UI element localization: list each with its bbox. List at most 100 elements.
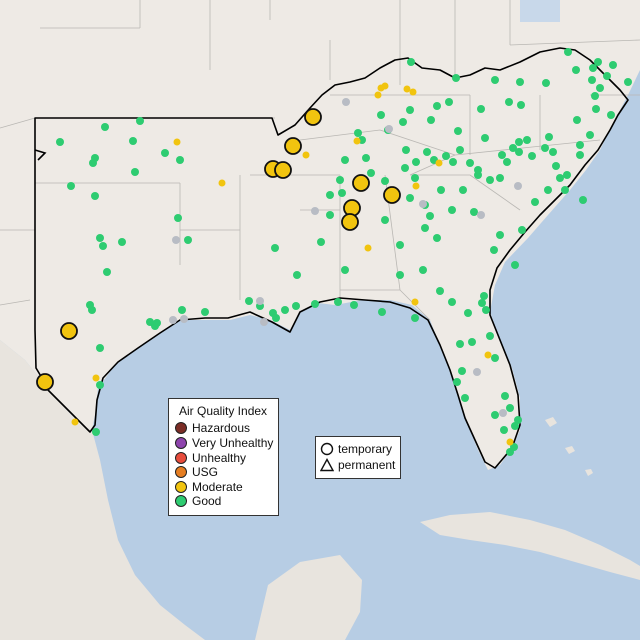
good-monitor[interactable] bbox=[153, 319, 161, 327]
good-monitor[interactable] bbox=[603, 72, 611, 80]
good-monitor[interactable] bbox=[481, 134, 489, 142]
good-monitor[interactable] bbox=[411, 314, 419, 322]
moderate-monitor-small[interactable] bbox=[411, 298, 419, 306]
nodata-monitor[interactable] bbox=[499, 409, 507, 417]
good-monitor[interactable] bbox=[490, 246, 498, 254]
good-monitor[interactable] bbox=[293, 271, 301, 279]
good-monitor[interactable] bbox=[464, 309, 472, 317]
good-monitor[interactable] bbox=[491, 76, 499, 84]
good-monitor[interactable] bbox=[500, 426, 508, 434]
good-monitor[interactable] bbox=[468, 338, 476, 346]
good-monitor[interactable] bbox=[496, 231, 504, 239]
good-monitor[interactable] bbox=[486, 176, 494, 184]
good-monitor[interactable] bbox=[576, 141, 584, 149]
good-monitor[interactable] bbox=[354, 129, 362, 137]
nodata-monitor[interactable] bbox=[260, 318, 268, 326]
moderate-monitor-small[interactable] bbox=[374, 91, 382, 99]
good-monitor[interactable] bbox=[592, 105, 600, 113]
moderate-monitor-small[interactable] bbox=[302, 151, 310, 159]
good-monitor[interactable] bbox=[367, 169, 375, 177]
moderate-temporary-monitor[interactable] bbox=[341, 213, 359, 231]
moderate-monitor-small[interactable] bbox=[173, 138, 181, 146]
good-monitor[interactable] bbox=[427, 116, 435, 124]
moderate-monitor-small[interactable] bbox=[412, 182, 420, 190]
good-monitor[interactable] bbox=[564, 48, 572, 56]
good-monitor[interactable] bbox=[401, 164, 409, 172]
good-monitor[interactable] bbox=[350, 301, 358, 309]
moderate-temporary-monitor[interactable] bbox=[304, 108, 322, 126]
moderate-monitor-small[interactable] bbox=[403, 85, 411, 93]
good-monitor[interactable] bbox=[419, 266, 427, 274]
good-monitor[interactable] bbox=[572, 66, 580, 74]
good-monitor[interactable] bbox=[96, 381, 104, 389]
moderate-monitor-small[interactable] bbox=[377, 84, 385, 92]
good-monitor[interactable] bbox=[528, 152, 536, 160]
moderate-temporary-monitor[interactable] bbox=[284, 137, 302, 155]
nodata-monitor[interactable] bbox=[385, 125, 393, 133]
good-monitor[interactable] bbox=[515, 138, 523, 146]
good-monitor[interactable] bbox=[509, 144, 517, 152]
good-monitor[interactable] bbox=[281, 306, 289, 314]
good-monitor[interactable] bbox=[396, 271, 404, 279]
good-monitor[interactable] bbox=[399, 118, 407, 126]
good-monitor[interactable] bbox=[272, 314, 280, 322]
good-monitor[interactable] bbox=[588, 76, 596, 84]
good-monitor[interactable] bbox=[589, 64, 597, 72]
good-monitor[interactable] bbox=[407, 58, 415, 66]
good-monitor[interactable] bbox=[406, 106, 414, 114]
moderate-temporary-monitor[interactable] bbox=[352, 174, 370, 192]
nodata-monitor[interactable] bbox=[180, 315, 188, 323]
good-monitor[interactable] bbox=[461, 394, 469, 402]
good-monitor[interactable] bbox=[176, 156, 184, 164]
good-monitor[interactable] bbox=[91, 192, 99, 200]
good-monitor[interactable] bbox=[459, 186, 467, 194]
good-monitor[interactable] bbox=[118, 238, 126, 246]
good-monitor[interactable] bbox=[491, 354, 499, 362]
good-monitor[interactable] bbox=[491, 411, 499, 419]
moderate-monitor-small[interactable] bbox=[435, 159, 443, 167]
moderate-monitor-small[interactable] bbox=[409, 88, 417, 96]
good-monitor[interactable] bbox=[624, 78, 632, 86]
good-monitor[interactable] bbox=[99, 242, 107, 250]
good-monitor[interactable] bbox=[498, 151, 506, 159]
moderate-monitor-small[interactable] bbox=[218, 179, 226, 187]
good-monitor[interactable] bbox=[503, 158, 511, 166]
good-monitor[interactable] bbox=[579, 196, 587, 204]
moderate-monitor-small[interactable] bbox=[484, 351, 492, 359]
good-monitor[interactable] bbox=[591, 92, 599, 100]
good-monitor[interactable] bbox=[511, 261, 519, 269]
good-monitor[interactable] bbox=[453, 378, 461, 386]
good-monitor[interactable] bbox=[381, 216, 389, 224]
good-monitor[interactable] bbox=[596, 84, 604, 92]
nodata-monitor[interactable] bbox=[419, 200, 427, 208]
good-monitor[interactable] bbox=[518, 226, 526, 234]
good-monitor[interactable] bbox=[437, 186, 445, 194]
nodata-monitor[interactable] bbox=[477, 211, 485, 219]
moderate-monitor-small[interactable] bbox=[353, 137, 361, 145]
good-monitor[interactable] bbox=[103, 268, 111, 276]
good-monitor[interactable] bbox=[426, 212, 434, 220]
good-monitor[interactable] bbox=[396, 241, 404, 249]
good-monitor[interactable] bbox=[515, 148, 523, 156]
nodata-monitor[interactable] bbox=[473, 368, 481, 376]
good-monitor[interactable] bbox=[101, 123, 109, 131]
good-monitor[interactable] bbox=[201, 308, 209, 316]
good-monitor[interactable] bbox=[271, 244, 279, 252]
good-monitor[interactable] bbox=[586, 131, 594, 139]
good-monitor[interactable] bbox=[174, 214, 182, 222]
good-monitor[interactable] bbox=[292, 302, 300, 310]
good-monitor[interactable] bbox=[381, 177, 389, 185]
moderate-monitor-small[interactable] bbox=[92, 374, 100, 382]
good-monitor[interactable] bbox=[477, 105, 485, 113]
good-monitor[interactable] bbox=[501, 392, 509, 400]
good-monitor[interactable] bbox=[341, 266, 349, 274]
moderate-monitor-small[interactable] bbox=[506, 438, 514, 446]
good-monitor[interactable] bbox=[573, 116, 581, 124]
good-monitor[interactable] bbox=[516, 78, 524, 86]
good-monitor[interactable] bbox=[377, 111, 385, 119]
good-monitor[interactable] bbox=[326, 211, 334, 219]
good-monitor[interactable] bbox=[448, 298, 456, 306]
good-monitor[interactable] bbox=[474, 166, 482, 174]
good-monitor[interactable] bbox=[576, 151, 584, 159]
